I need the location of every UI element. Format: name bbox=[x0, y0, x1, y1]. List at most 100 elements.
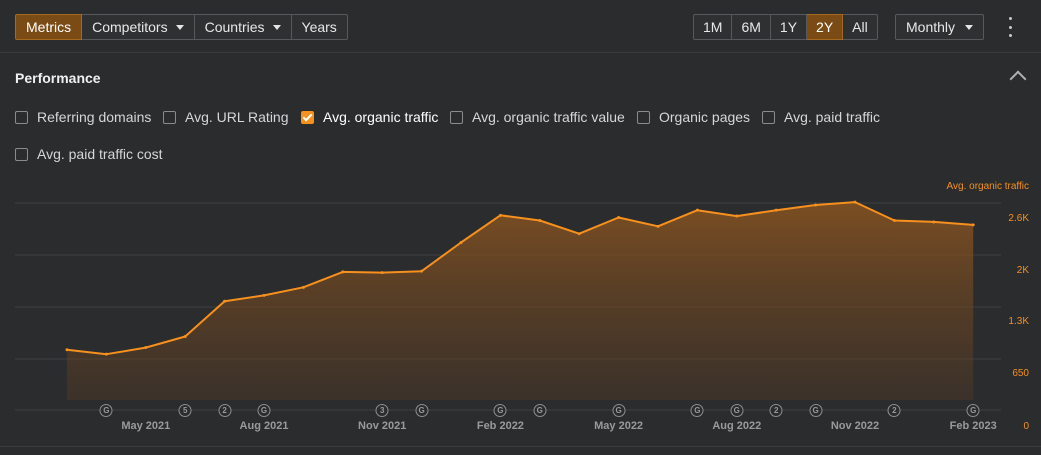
tab-competitors[interactable]: Competitors bbox=[82, 14, 195, 40]
caret-down-icon bbox=[272, 24, 281, 30]
checkbox-label: Avg. organic traffic bbox=[323, 109, 439, 125]
data-point[interactable] bbox=[65, 348, 69, 352]
x-tick-label: Aug 2021 bbox=[239, 420, 289, 432]
annotation-marker[interactable]: G bbox=[533, 404, 547, 417]
interval-dropdown[interactable]: Monthly bbox=[895, 14, 985, 40]
checkbox-box[interactable] bbox=[15, 110, 28, 124]
annotation-marker[interactable]: G bbox=[493, 404, 507, 417]
data-point[interactable] bbox=[380, 271, 384, 275]
checkbox-referring-domains[interactable]: Referring domains bbox=[15, 109, 151, 125]
tab-competitors-label: Competitors bbox=[92, 19, 168, 35]
data-point[interactable] bbox=[301, 285, 305, 289]
data-point[interactable] bbox=[144, 346, 148, 350]
toolbar: Metrics Competitors Countries Years 1M 6… bbox=[0, 0, 1041, 53]
y-tick-label: 0 bbox=[1023, 421, 1029, 432]
y-tick-label: 2K bbox=[1016, 265, 1029, 276]
caret-down-icon bbox=[175, 24, 184, 30]
data-point[interactable] bbox=[853, 200, 857, 204]
annotation-marker[interactable]: G bbox=[612, 404, 626, 417]
range-6m-button[interactable]: 6M bbox=[732, 14, 771, 40]
data-point[interactable] bbox=[695, 208, 699, 212]
data-point[interactable] bbox=[971, 223, 975, 227]
tab-metrics-label: Metrics bbox=[26, 19, 72, 35]
annotation-marker[interactable]: G bbox=[730, 404, 744, 417]
checkbox-avg-organic-traffic[interactable]: Avg. organic traffic bbox=[301, 109, 438, 125]
annotation-marker[interactable]: G bbox=[257, 404, 271, 417]
range-2y-button[interactable]: 2Y bbox=[807, 14, 844, 40]
x-tick-label: Nov 2022 bbox=[830, 420, 880, 432]
caret-down-icon bbox=[965, 24, 974, 30]
checkbox-label: Avg. paid traffic cost bbox=[37, 146, 163, 162]
data-point[interactable] bbox=[223, 299, 227, 303]
x-tick-label: May 2021 bbox=[121, 420, 171, 432]
annotation-marker[interactable]: G bbox=[99, 404, 113, 417]
x-tick-label: Aug 2022 bbox=[712, 420, 762, 432]
range-6m-label: 6M bbox=[741, 19, 761, 35]
series-area bbox=[67, 202, 974, 400]
data-point[interactable] bbox=[538, 218, 542, 222]
checkbox-avg-organic-traffic-value[interactable]: Avg. organic traffic value bbox=[450, 109, 625, 125]
y-tick-label: 650 bbox=[1012, 368, 1029, 379]
checkbox-box[interactable] bbox=[301, 110, 314, 124]
data-point[interactable] bbox=[341, 270, 345, 274]
x-tick-label: Nov 2021 bbox=[358, 420, 407, 432]
data-point[interactable] bbox=[459, 241, 463, 245]
checkbox-box[interactable] bbox=[637, 110, 650, 124]
tab-countries[interactable]: Countries bbox=[194, 14, 292, 40]
annotation-marker[interactable]: 3 bbox=[375, 404, 389, 417]
tab-countries-label: Countries bbox=[204, 19, 265, 35]
view-tabs: Metrics Competitors Countries Years bbox=[15, 14, 348, 40]
data-point[interactable] bbox=[617, 216, 621, 220]
data-point[interactable] bbox=[814, 203, 818, 207]
range-all-button[interactable]: All bbox=[843, 14, 878, 40]
data-point[interactable] bbox=[420, 269, 424, 273]
checkbox-box[interactable] bbox=[163, 110, 176, 124]
tab-years-label: Years bbox=[301, 19, 337, 35]
data-point[interactable] bbox=[735, 214, 739, 218]
checkbox-label: Avg. organic traffic value bbox=[472, 109, 625, 125]
annotation-marker[interactable]: G bbox=[415, 404, 429, 417]
checkbox-box[interactable] bbox=[762, 110, 775, 124]
tab-years[interactable]: Years bbox=[291, 14, 348, 40]
data-point[interactable] bbox=[656, 224, 660, 228]
tab-metrics[interactable]: Metrics bbox=[15, 14, 83, 40]
data-point[interactable] bbox=[498, 213, 502, 217]
data-point[interactable] bbox=[183, 335, 187, 339]
annotation-marker[interactable]: 5 bbox=[178, 404, 192, 417]
checkbox-label: Organic pages bbox=[659, 109, 751, 125]
checkbox-avg-paid-traffic[interactable]: Avg. paid traffic bbox=[762, 109, 880, 125]
checkbox-box[interactable] bbox=[15, 147, 28, 161]
range-1y-button[interactable]: 1Y bbox=[770, 14, 808, 40]
x-tick-label: Feb 2022 bbox=[476, 420, 524, 432]
series-line bbox=[66, 201, 974, 356]
data-point[interactable] bbox=[892, 218, 896, 222]
data-point[interactable] bbox=[774, 208, 778, 212]
data-point[interactable] bbox=[932, 220, 936, 224]
panel-title: Performance bbox=[15, 70, 101, 86]
data-point[interactable] bbox=[262, 293, 266, 297]
checkbox-label: Avg. paid traffic bbox=[784, 109, 880, 125]
y-tick-label: 2.6K bbox=[1008, 213, 1029, 224]
series-legend: Avg. organic traffic bbox=[946, 181, 1029, 192]
annotation-marker[interactable]: G bbox=[966, 404, 980, 417]
checkbox-box[interactable] bbox=[450, 110, 463, 124]
range-1m-button[interactable]: 1M bbox=[693, 14, 733, 40]
annotation-marker[interactable]: G bbox=[690, 404, 704, 417]
x-tick-label: May 2022 bbox=[594, 420, 644, 432]
y-tick-label: 1.3K bbox=[1008, 316, 1029, 327]
checkbox-avg-url-rating[interactable]: Avg. URL Rating bbox=[163, 109, 289, 125]
checkbox-label: Avg. URL Rating bbox=[185, 109, 289, 125]
checkbox-organic-pages[interactable]: Organic pages bbox=[637, 109, 750, 125]
range-1y-label: 1Y bbox=[779, 19, 798, 35]
data-point[interactable] bbox=[104, 352, 108, 356]
annotation-marker[interactable]: 2 bbox=[218, 404, 232, 417]
annotation-marker[interactable]: 2 bbox=[887, 404, 901, 417]
interval-label: Monthly bbox=[906, 19, 956, 35]
more-vertical-icon[interactable] bbox=[1003, 17, 1017, 37]
range-all-label: All bbox=[852, 19, 868, 35]
data-point[interactable] bbox=[577, 232, 581, 236]
annotation-marker[interactable]: G bbox=[809, 404, 823, 417]
annotation-marker[interactable]: 2 bbox=[769, 404, 783, 417]
checkbox-avg-paid-traffic-cost[interactable]: Avg. paid traffic cost bbox=[15, 146, 163, 162]
